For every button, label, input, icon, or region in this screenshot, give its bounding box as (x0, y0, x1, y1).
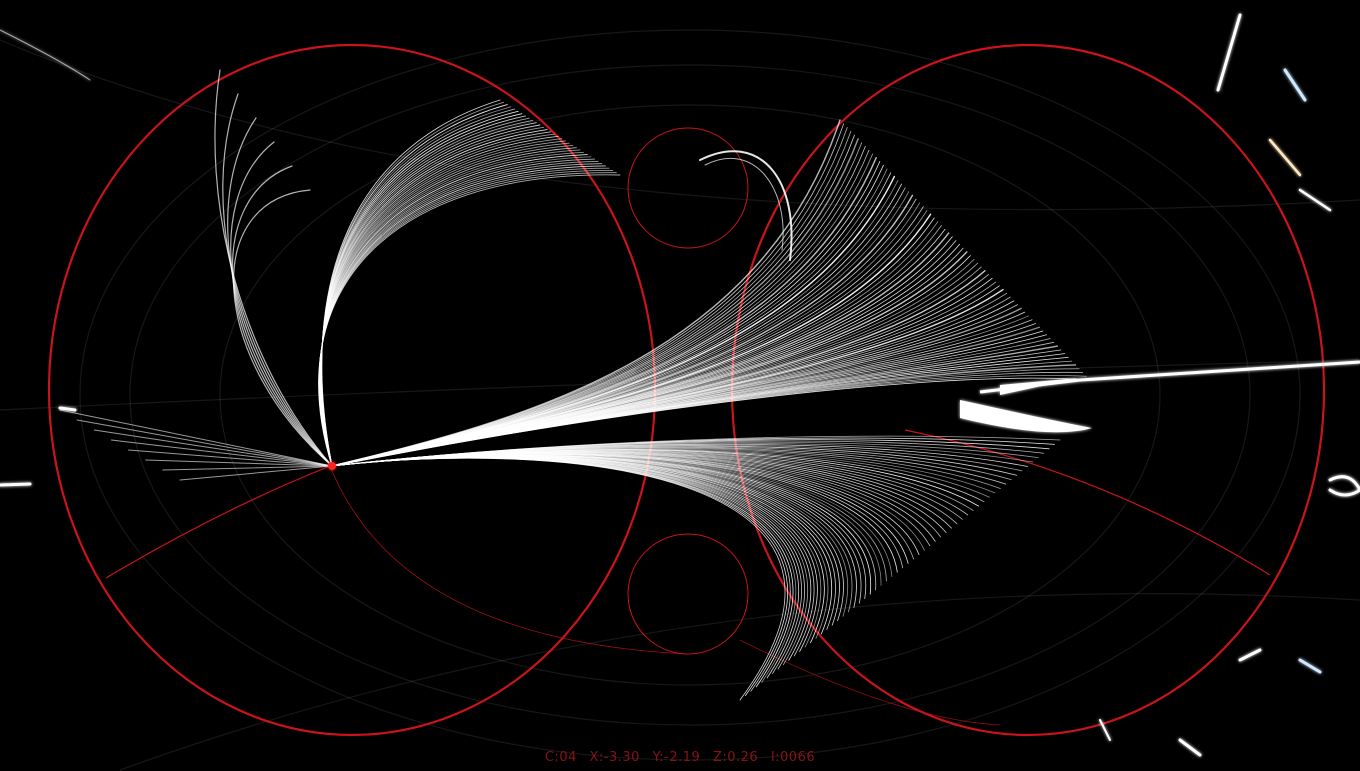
filament-line (332, 161, 880, 466)
filament-line (332, 214, 931, 466)
filament-line (321, 111, 518, 466)
filament-line (332, 169, 887, 466)
coordinate-readout: C:04 X:-3.30 Y:-2.19 Z:0.26 I:0066 (0, 750, 1360, 768)
filament-line (231, 142, 332, 466)
readout-y: Y:-2.19 (653, 750, 701, 765)
filament-line (332, 233, 949, 466)
filament-line (332, 274, 989, 466)
readout-c: C:04 (545, 750, 577, 765)
filament-line (332, 458, 805, 670)
filament-line (94, 430, 332, 466)
filament-line (332, 218, 934, 466)
filament-line (129, 450, 332, 466)
filament-line (705, 158, 783, 250)
filament-line (332, 457, 835, 630)
filament-line (332, 184, 902, 466)
filament-line (321, 120, 533, 466)
top-small-ring (628, 128, 748, 248)
filament-line (233, 166, 332, 466)
filament-line (321, 127, 544, 466)
readout-z: Z:0.26 (713, 750, 758, 765)
filament-line (332, 458, 785, 700)
filament-line (332, 165, 883, 466)
filament-line (321, 118, 529, 466)
origin-point (328, 462, 336, 470)
readout-i: I:0066 (771, 750, 815, 765)
filament-line (332, 458, 793, 687)
filament-line (321, 109, 514, 466)
filament-line (322, 100, 500, 466)
bottom-small-ring (628, 534, 748, 654)
filament-line (332, 456, 839, 625)
filament-line (332, 241, 956, 466)
readout-x: X:-3.30 (590, 750, 640, 765)
filament-line (332, 158, 876, 466)
